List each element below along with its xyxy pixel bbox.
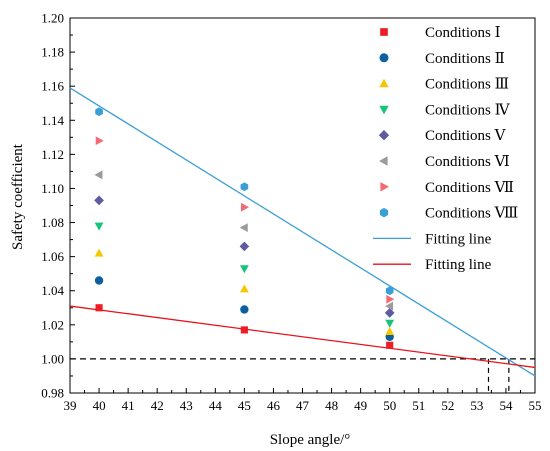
x-tick-label: 53 (470, 398, 483, 413)
data-point (94, 248, 104, 257)
data-point (95, 304, 103, 312)
x-tick-label: 52 (441, 398, 454, 413)
legend-label: Conditions Ⅱ (425, 51, 505, 67)
x-tick-label: 50 (383, 398, 396, 413)
data-point (240, 326, 248, 334)
legend-marker (380, 28, 388, 36)
x-tick-label: 49 (354, 398, 367, 413)
x-tick-label: 47 (296, 398, 310, 413)
y-axis-title: Safety coefficient (10, 143, 26, 250)
data-point (94, 222, 104, 231)
y-tick-label: 1.14 (41, 113, 64, 128)
data-point (384, 308, 395, 318)
data-point (239, 265, 249, 274)
legend-marker (380, 182, 389, 192)
fitting-line (69, 87, 536, 377)
legend-label: Conditions Ⅳ (425, 102, 511, 118)
y-tick-label: 1.20 (41, 11, 64, 26)
data-point (385, 319, 395, 328)
legend-marker (379, 105, 389, 115)
x-tick-label: 46 (267, 398, 281, 413)
legend-marker (379, 53, 389, 63)
y-tick-label: 1.06 (41, 249, 64, 264)
x-tick-label: 41 (122, 398, 135, 413)
y-tick-label: 1.04 (41, 283, 64, 298)
y-tick-label: 0.98 (41, 386, 64, 401)
data-markers (94, 107, 395, 349)
legend-label: Conditions Ⅷ (425, 206, 518, 222)
legend-label: Fitting line (425, 257, 492, 273)
data-point (240, 182, 249, 192)
legend: Conditions Ⅰ Conditions Ⅱ Conditions Ⅲ Cond… (373, 25, 518, 273)
fitting-lines (69, 87, 536, 377)
legend-marker (379, 207, 389, 218)
legend-label: Conditions Ⅰ (425, 25, 501, 41)
x-tick-label: 54 (499, 398, 513, 413)
data-point (239, 284, 249, 293)
legend-label: Conditions Ⅴ (425, 128, 507, 144)
x-tick-label: 40 (93, 398, 106, 413)
y-tick-label: 1.10 (41, 181, 64, 196)
data-point (95, 136, 104, 146)
data-point (385, 327, 395, 335)
y-tick-label: 1.16 (41, 79, 64, 94)
data-point (385, 301, 394, 311)
data-point (239, 241, 250, 252)
axes: 39 40 41 42 43 44 45 46 47 48 49 50 51 52 53 54 55 0.98 1.… (41, 11, 541, 414)
x-tick-label: 48 (325, 398, 338, 413)
legend-marker (378, 130, 390, 141)
x-tick-label: 43 (180, 398, 193, 413)
y-tick-label: 1.18 (41, 45, 64, 60)
x-tick-label: 44 (209, 398, 223, 413)
data-point (386, 294, 395, 304)
data-point (94, 276, 104, 285)
data-point (385, 286, 394, 296)
x-tick-label: 42 (151, 398, 164, 413)
data-point (241, 202, 249, 212)
data-point (94, 195, 104, 206)
y-tick-label: 1.08 (41, 215, 64, 230)
x-tick-label: 39 (64, 398, 77, 413)
legend-label: Conditions Ⅶ (425, 180, 514, 196)
data-point (239, 223, 248, 233)
legend-label: Conditions Ⅲ (425, 77, 509, 93)
y-tick-label: 1.12 (41, 147, 64, 162)
x-tick-label: 55 (529, 398, 542, 413)
x-axis-title: Slope angle/° (270, 432, 351, 448)
x-tick-label: 45 (238, 398, 251, 413)
data-point (94, 170, 103, 180)
x-tick-label: 51 (412, 398, 425, 413)
legend-label: Conditions Ⅵ (425, 154, 510, 170)
data-point (240, 305, 249, 314)
legend-marker (379, 78, 389, 88)
y-tick-label: 1.00 (41, 351, 64, 366)
legend-label: Fitting line (425, 231, 492, 247)
fitting-line (69, 305, 536, 369)
data-point (95, 107, 103, 117)
y-tick-label: 1.02 (41, 317, 64, 332)
data-point (386, 341, 394, 349)
reference-lines (70, 358, 535, 393)
legend-marker (379, 156, 388, 166)
